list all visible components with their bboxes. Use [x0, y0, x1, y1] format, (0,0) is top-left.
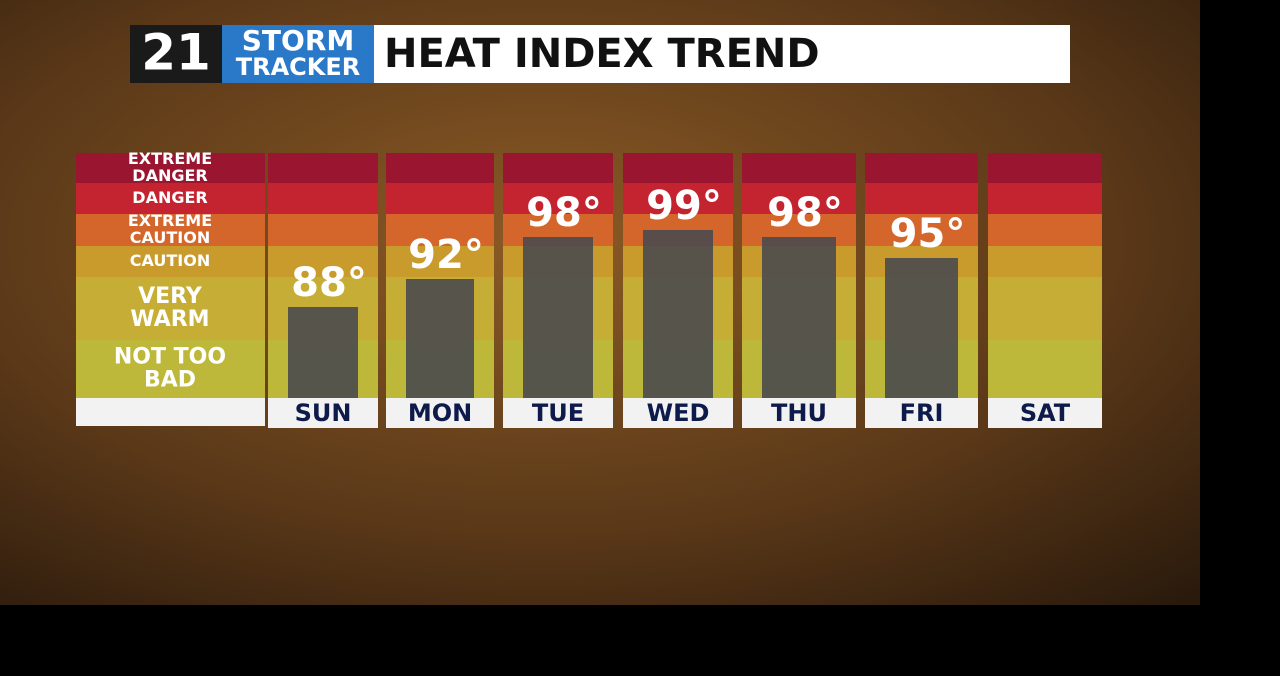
- day-foot: [623, 398, 733, 428]
- zone-band: [988, 214, 1102, 246]
- zone-band: [988, 277, 1102, 340]
- zone-label: CAUTION: [130, 251, 210, 270]
- zone-band: [76, 214, 265, 246]
- logo-box: [130, 25, 222, 83]
- zone-label: WARM: [130, 307, 209, 332]
- x-tick-label: WED: [647, 399, 710, 427]
- logo-text: STORM: [242, 24, 355, 57]
- zone-label: CAUTION: [130, 228, 210, 247]
- day-foot: [386, 398, 494, 428]
- zone-band: [268, 183, 378, 214]
- zone-band: [76, 246, 265, 277]
- value-label: 98°: [526, 190, 602, 236]
- logo-text: TRACKER: [236, 53, 361, 81]
- zone-label: DANGER: [132, 166, 207, 185]
- zone-band: [623, 153, 733, 183]
- zone-band: [623, 183, 733, 214]
- zone-label: EXTREME: [128, 149, 212, 168]
- zone-label: VERY: [138, 284, 203, 309]
- bar: [643, 230, 713, 398]
- zone-band: [76, 340, 265, 398]
- x-tick-label: TUE: [532, 399, 584, 427]
- zone-label: BAD: [144, 368, 196, 393]
- zone-label: EXTREME: [128, 211, 212, 230]
- zone-band: [742, 183, 856, 214]
- value-label: 88°: [291, 260, 367, 306]
- logo-box: [222, 25, 374, 83]
- zone-label: DANGER: [132, 188, 207, 207]
- day-foot: [503, 398, 613, 428]
- value-label: 99°: [646, 183, 722, 229]
- zone-band: [742, 153, 856, 183]
- logo-number: 21: [141, 24, 211, 82]
- zone-band: [76, 183, 265, 214]
- zone-band: [386, 183, 494, 214]
- zone-band: [268, 153, 378, 183]
- zone-band: [503, 153, 613, 183]
- day-foot: [268, 398, 378, 428]
- zone-band: [988, 153, 1102, 183]
- bar: [762, 237, 836, 398]
- value-label: 98°: [767, 190, 843, 236]
- bar: [288, 307, 358, 398]
- zone-band: [268, 246, 378, 277]
- bar: [523, 237, 593, 398]
- zone-band: [503, 183, 613, 214]
- zone-band: [865, 214, 978, 246]
- day-foot: [988, 398, 1102, 428]
- x-tick-label: SUN: [295, 399, 352, 427]
- day-foot: [742, 398, 856, 428]
- zone-band: [988, 246, 1102, 277]
- x-tick-label: THU: [771, 399, 827, 427]
- x-tick-label: FRI: [900, 399, 944, 427]
- zone-band: [386, 214, 494, 246]
- zone-band: [76, 277, 265, 340]
- zone-band: [76, 153, 265, 183]
- zone-band: [268, 214, 378, 246]
- value-label: 92°: [408, 232, 484, 278]
- label-foot: [76, 398, 265, 426]
- zone-band: [865, 153, 978, 183]
- zone-band: [865, 183, 978, 214]
- zone-band: [386, 153, 494, 183]
- chart-title: HEAT INDEX TREND: [384, 31, 820, 77]
- bar: [885, 258, 958, 398]
- x-tick-label: MON: [408, 399, 472, 427]
- bar: [406, 279, 474, 398]
- zone-label: NOT TOO: [114, 344, 226, 369]
- x-tick-label: SAT: [1020, 399, 1071, 427]
- zone-band: [988, 340, 1102, 398]
- value-label: 95°: [890, 211, 966, 257]
- zone-band: [988, 183, 1102, 214]
- zone-band: [386, 246, 494, 277]
- day-foot: [865, 398, 978, 428]
